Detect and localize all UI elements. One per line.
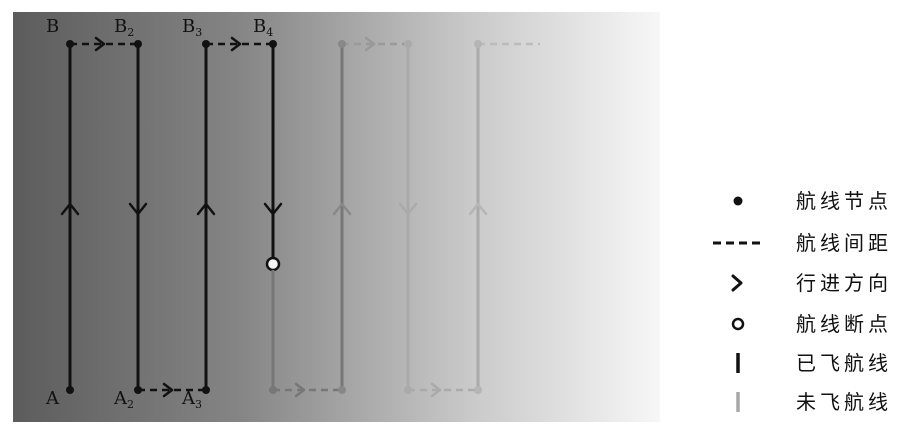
unflown-node-a7	[474, 386, 482, 394]
node-a2	[134, 386, 142, 394]
unflown-route	[271, 44, 344, 390]
direction-arrow-up-3	[196, 202, 216, 216]
label-b1: B	[46, 16, 59, 37]
unflown-spacing	[273, 42, 540, 392]
flown-route	[68, 44, 275, 390]
node-b4	[269, 40, 277, 48]
unflown-nodes	[269, 40, 482, 394]
waypoint-labels: B B2 B3 B4 A A2 A3	[45, 16, 273, 411]
node-b1	[66, 40, 74, 48]
flown-nodes	[66, 40, 277, 394]
unflown-node-a5	[338, 386, 346, 394]
route-breakpoint	[265, 256, 281, 272]
unflown-arrow-right-bottom-1	[294, 382, 306, 398]
legend-breakpoint-icon	[731, 317, 745, 331]
label-b4: B4	[253, 16, 273, 39]
direction-arrow-right-top-1	[94, 36, 106, 52]
label-b2: B2	[114, 16, 134, 39]
legend: 航线节点 航线间距 行进方向 航线断点 已飞航线 未飞航线	[713, 189, 892, 414]
legend-spacing-label: 航线间距	[796, 231, 892, 255]
direction-arrow-down-4	[263, 202, 283, 216]
label-b3: B3	[182, 16, 202, 39]
unflown-node-a4	[269, 386, 277, 394]
legend-breakpoint-label: 航线断点	[796, 312, 892, 336]
legend-node-icon	[733, 196, 743, 206]
direction-arrow-down-2	[128, 202, 148, 216]
label-a2: A2	[113, 388, 134, 411]
unflown-arrow-down-6	[398, 202, 418, 216]
unflown-node-b6	[404, 40, 412, 48]
unflown-arrow-right-top-1	[364, 36, 376, 52]
unflown-route-faint	[406, 44, 480, 390]
direction-arrow-right-top-2	[230, 36, 242, 52]
label-a1: A	[45, 388, 60, 409]
unflown-arrow-right-bottom-2	[430, 382, 442, 398]
label-a3: A3	[181, 388, 202, 411]
legend-direction-label: 行进方向	[796, 271, 892, 295]
node-b3	[202, 40, 210, 48]
legend-unflown-label: 未飞航线	[796, 390, 892, 414]
unflown-arrows	[294, 36, 488, 398]
legend-direction-icon	[731, 274, 743, 292]
flown-arrows	[60, 36, 283, 398]
unflown-node-a6	[404, 386, 412, 394]
node-a1	[66, 386, 74, 394]
node-a3	[202, 386, 210, 394]
direction-arrow-up-1	[60, 202, 80, 216]
legend-flown-label: 已飞航线	[796, 351, 892, 375]
unflown-arrow-up-5	[332, 202, 352, 216]
unflown-node-b5	[338, 40, 346, 48]
unflown-arrow-up-7	[468, 202, 488, 216]
direction-arrow-right-bottom	[162, 382, 174, 398]
unflown-node-b7	[474, 40, 482, 48]
node-b2	[134, 40, 142, 48]
legend-node-label: 航线节点	[796, 189, 892, 213]
diagram-background	[13, 12, 660, 422]
